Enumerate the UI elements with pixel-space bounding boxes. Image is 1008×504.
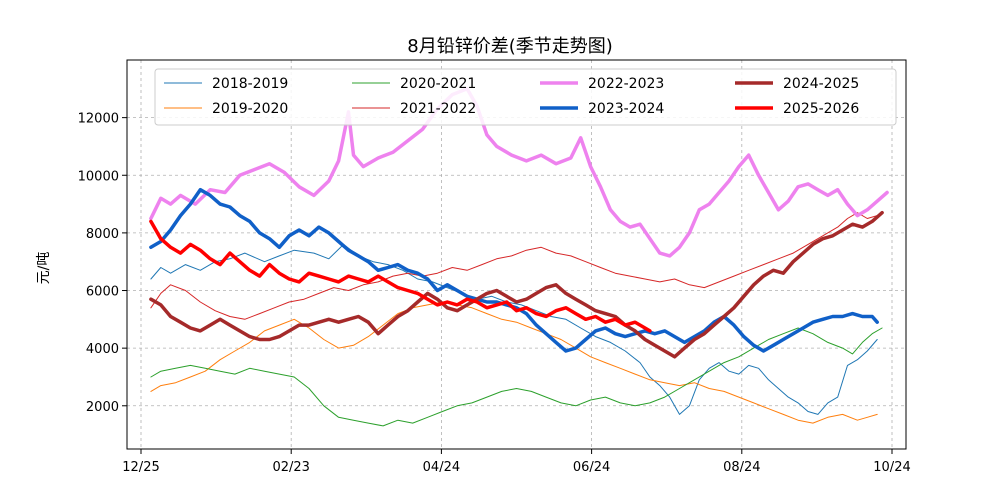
x-tick-label: 04/24: [423, 460, 460, 475]
series-line-2021-2022: [150, 212, 878, 320]
y-tick-label: 6000: [86, 285, 119, 300]
series-line-2023-2024: [149, 187, 879, 353]
legend: 2018-2019 2019-2020 2020-2021 2021-2022 2022…: [154, 68, 897, 126]
x-tick-label: 06/24: [573, 460, 610, 475]
legend-label: 2018-2019: [212, 76, 288, 92]
series-line-2020-2021: [150, 327, 883, 427]
chart-title: 8月铅锌价差(季节走势图): [407, 36, 613, 57]
x-tick-label: 12/25: [122, 460, 159, 475]
legend-label: 2022-2023: [588, 76, 664, 92]
y-tick-label: 4000: [86, 342, 119, 357]
legend-label: 2020-2021: [400, 76, 476, 92]
y-axis: 2000 4000 6000 8000 10000 12000: [78, 112, 127, 415]
y-axis-label: 元/吨: [36, 252, 52, 285]
x-axis: 12/25 02/23 04/24 06/24 08/24 10/24: [122, 449, 911, 475]
series-layer: [149, 87, 889, 427]
y-tick-label: 2000: [86, 400, 119, 415]
series-line-2022-2023: [149, 87, 889, 258]
y-tick-label: 12000: [78, 112, 119, 127]
series-line-2025-2026: [149, 219, 652, 333]
legend-label: 2019-2020: [212, 101, 288, 117]
x-tick-label: 08/24: [723, 460, 760, 475]
x-tick-label: 10/24: [873, 460, 910, 475]
x-tick-label: 02/23: [272, 460, 309, 475]
legend-label: 2021-2022: [400, 101, 476, 117]
y-tick-label: 10000: [78, 169, 119, 184]
series-line-2018-2019: [150, 243, 878, 415]
legend-label: 2024-2025: [783, 76, 859, 92]
series-line-2024-2025: [149, 210, 884, 359]
series-line-2019-2020: [150, 301, 878, 424]
plot-area: [126, 59, 907, 450]
legend-label: 2025-2026: [783, 101, 859, 117]
legend-label: 2023-2024: [588, 101, 664, 117]
y-tick-label: 8000: [86, 227, 119, 242]
legend-box: [154, 68, 897, 126]
